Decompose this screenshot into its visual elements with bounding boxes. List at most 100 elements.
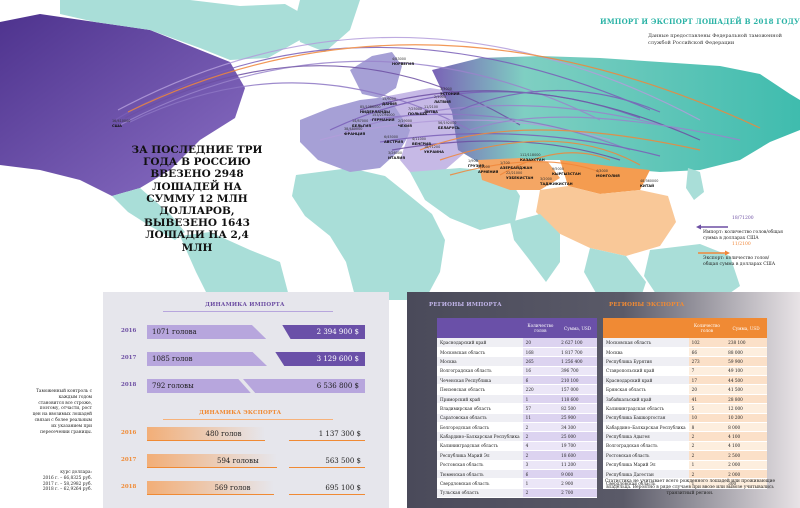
region-sum: 44 500 [725,375,767,386]
regions-import-table: Количество голов Сумма, USD Краснодарски… [437,318,597,499]
region-heads: 220 [522,384,559,395]
region-sum: 41 500 [725,384,767,395]
region-sum: 118 600 [558,394,597,405]
region-heads: 41 [688,394,726,405]
region-sum: 88 000 [725,347,767,358]
import-money-value: 2 394 900 $ [316,328,359,336]
export-heads-bar: 569 голов [147,481,275,495]
south-america-shape [180,232,290,300]
table-row: Брянская область 20 41 500 [603,384,767,395]
import-year-label: 2018 [121,382,137,388]
region-heads: 2 [522,422,559,433]
table-row: Саратовская область 11 25 900 [437,413,597,424]
map-country-label: ГРУЗИЯ [468,164,485,168]
region-name: Владимирская область [437,403,523,414]
region-heads: 2 [522,488,559,499]
region-sum: 49 100 [725,366,767,377]
map-country-value: 2/1200 [478,165,490,169]
canada-north-shape [60,0,310,60]
map-country-label: ЧЕХИЯ [398,124,412,128]
map-country-label: ЭСТОНИЯ [440,92,460,96]
table-row: Тульская область 2 2 700 [437,488,597,499]
table-row: Пензенская область 220 157 000 [437,384,597,395]
region-sum: 28 800 [725,394,767,405]
rate-2017: 2017 г. – 58,2982 руб. [42,481,92,487]
region-name: Волгоградская область [603,441,689,452]
map-country-value: 38/480000 [344,127,363,131]
region-heads: 2 [522,450,559,461]
region-name: Тульская область [437,488,523,499]
import-heads-bar: 1071 голова [147,325,267,339]
region-name: Кабардино–Балкарская Республика [603,422,689,433]
col-region [603,318,689,338]
region-heads: 2 [688,450,726,461]
region-sum: 2 500 [725,450,767,461]
table-row: Кабардино–Балкарская Республика 2 25 000 [437,431,597,442]
export-heads-fill [147,427,266,440]
region-name: Тюменская область [437,469,523,480]
regions-export-title: РЕГИОНЫ ЭКСПОРТА [609,302,685,308]
export-heads-value: 480 голов [205,430,242,438]
import-money-bar: 2 394 900 $ [282,325,365,339]
map-country-value: 15/9000 [382,97,397,101]
europe-west-shape [300,96,412,172]
region-name: Республика Башкортостан [603,413,689,424]
table-row: Республика Дагестан 2 2 000 [603,469,767,480]
export-year-label: 2016 [121,430,137,436]
export-year-label: 2017 [121,457,137,463]
region-name: Ростовская область [437,460,523,470]
map-country-value: 16/410000 [112,119,131,123]
region-heads: 11 [522,413,559,424]
region-name: Пензенская область [437,384,523,395]
region-sum: 1 256 400 [558,356,597,367]
import-money-value: 3 129 600 $ [316,355,359,363]
legend-export-sample: 11/2100 [732,242,751,247]
map-country-label: ТАДЖИКИСТАН [540,182,573,186]
region-sum: 25 900 [558,413,597,424]
export-money-value: 695 100 $ [325,484,361,492]
region-heads: 265 [522,356,559,367]
table-row: Кабардино–Балкарская Республика 8 8 000 [603,422,767,433]
table-row: Республика Марий Эл 1 2 000 [603,460,767,470]
map-country-value: 56/192000 [438,121,457,125]
region-name: Ростовская область [603,450,689,461]
map-country-label: ВЕНГРИЯ [412,142,431,146]
world-map [0,0,800,300]
rate-2016: 2016 г. – 66,8325 руб. [42,475,92,481]
region-heads: 1 [688,460,726,470]
map-country-label: БЕЛАРУСЬ [438,126,460,130]
map-country-value: 1/700 [500,161,510,165]
region-heads: 2 [688,441,726,452]
export-money-bar: 563 500 $ [289,454,365,468]
import-dynamics-title: ДИНАМИКА ИМПОРТА [205,302,285,308]
region-name: Свердловская область [603,478,689,489]
region-name: Республика Дагестан [603,469,689,480]
map-country-label: АРМЕНИЯ [478,170,499,174]
region-sum: 25 000 [558,431,597,442]
page-title: ИМПОРТ И ЭКСПОРТ ЛОШАДЕЙ В 2018 ГОДУ [600,17,800,26]
region-heads: 2 [688,431,726,442]
table-row: Волгоградская область 2 4 100 [603,441,767,452]
map-country-label: КИТАЙ [640,184,655,188]
exchange-rates: курс доллара: 2016 г. – 66,8325 руб. 201… [34,470,92,493]
regions-export-table: Количество голов Сумма, USD Московская о… [603,318,767,489]
table-row: Белгородская область 2 34 300 [437,422,597,433]
region-sum: 18 600 [558,450,597,461]
region-sum: 8 000 [725,422,767,433]
region-name: Краснодарский край [437,338,523,348]
map-country-label: МОНГОЛИЯ [596,174,620,178]
map-country-value: 22/21000 [506,171,523,175]
map-country-value: 4/11000 [412,137,427,141]
map-country-value: 85/1086000 [360,105,381,109]
region-sum: 2 000 [725,469,767,480]
region-heads: 66 [688,347,726,358]
import-money-value: 6 536 800 $ [316,382,359,390]
north-america-shape [0,14,245,196]
table-row: Приморский край 1 118 600 [437,394,597,405]
region-heads: 2 [522,431,559,442]
map-country-value: 9/5000 [552,167,564,171]
regions-panel: РЕГИОНЫ ИМПОРТА РЕГИОНЫ ЭКСПОРТА Количес… [407,292,800,508]
rates-title: курс доллара: [60,470,92,475]
map-country-label: НОРВЕГИЯ [392,62,414,66]
